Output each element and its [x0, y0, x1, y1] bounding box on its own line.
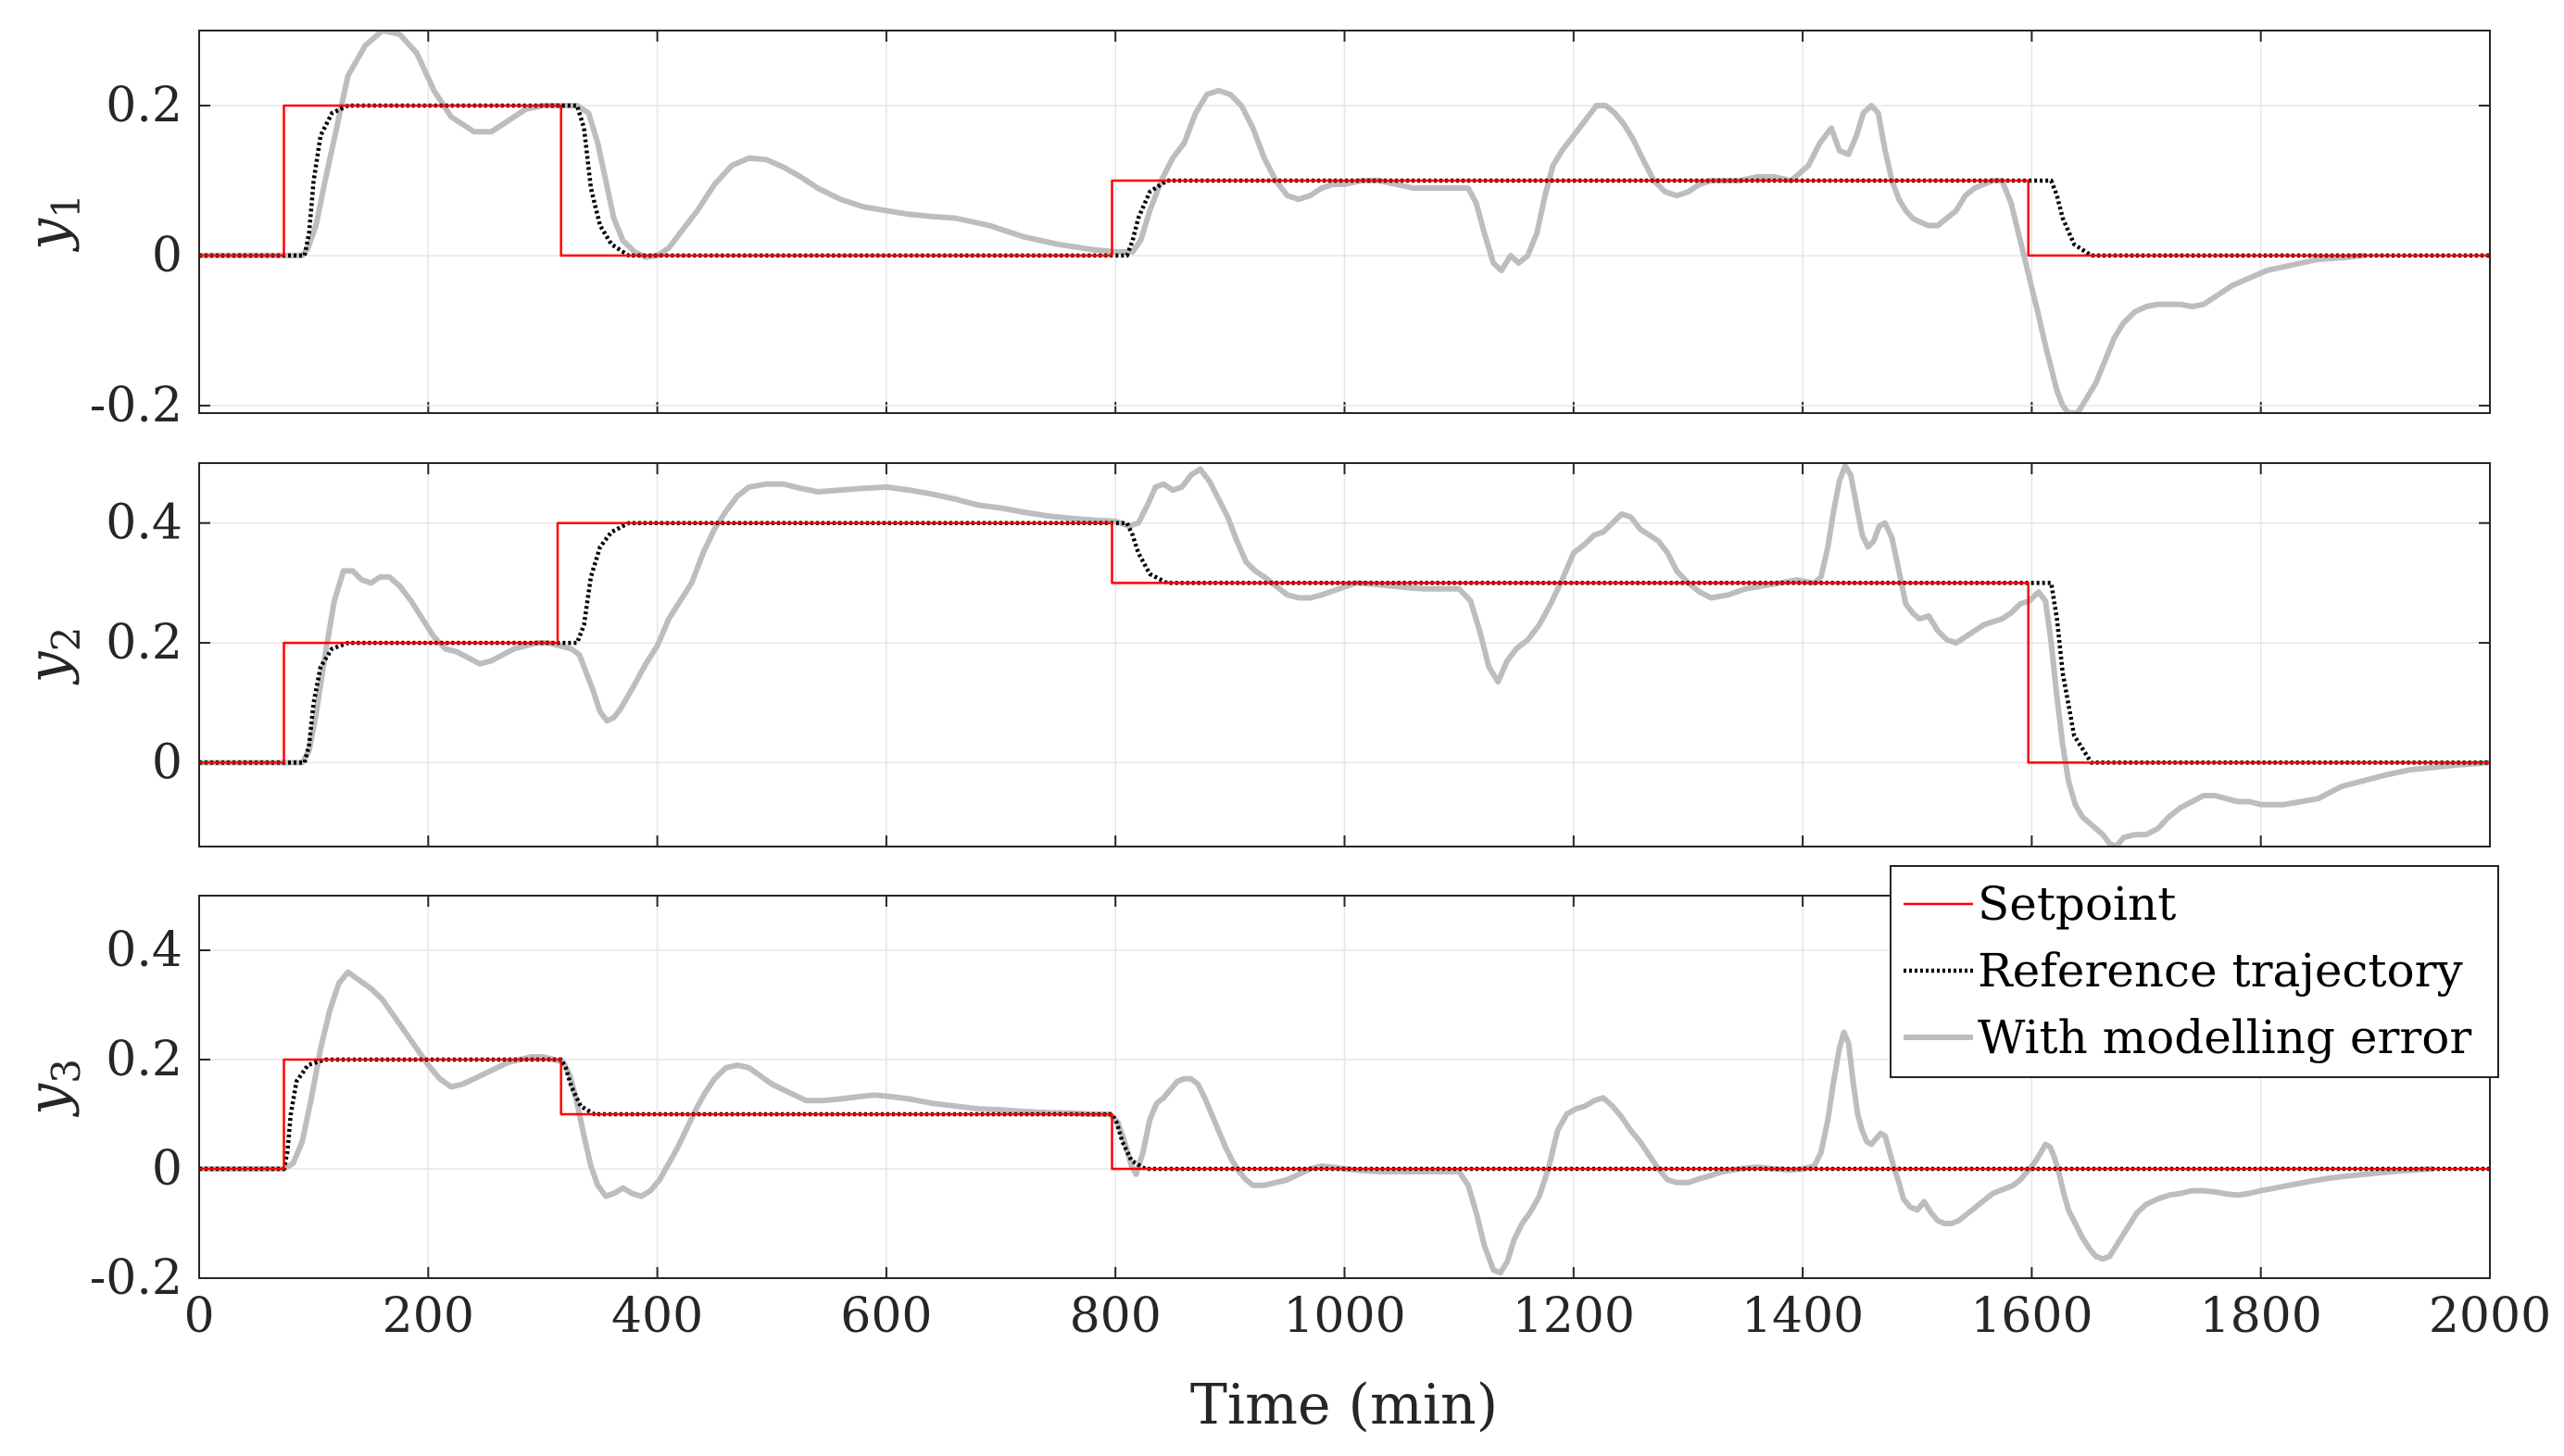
legend-label-setpoint: Setpoint: [1978, 877, 2176, 931]
y-tick-label: -0.2: [90, 1250, 182, 1306]
legend-box: [1890, 865, 2499, 1078]
legend: Setpoint Reference trajectory With model…: [1890, 865, 2499, 1078]
y-tick-label: -0.2: [90, 378, 182, 433]
x-tick-label: 600: [840, 1288, 932, 1344]
y-tick-label: 0.4: [106, 496, 182, 551]
series-reference-y1: [199, 103, 2490, 258]
x-tick-label: 800: [1070, 1288, 1162, 1344]
y-tick-label: 0: [152, 1141, 182, 1197]
subplot-y2: 0 0.2 0.4 y2: [16, 462, 2491, 847]
y-axis-title-y3: y3: [16, 1059, 89, 1118]
x-tick-label: 1800: [2200, 1288, 2322, 1344]
series-setpoint-y2: [199, 521, 2490, 764]
y-tick-label: 0.4: [106, 923, 182, 978]
y-tick-label: 0.2: [106, 1032, 182, 1087]
legend-label-reference: Reference trajectory: [1978, 944, 2464, 998]
y-tick-label: 0.2: [106, 615, 182, 671]
y-tick-label: 0.2: [106, 78, 182, 133]
axes-frame-y3: [198, 895, 2491, 1279]
series-model-error-y3: [199, 969, 2433, 1276]
x-tick-label: 2000: [2429, 1288, 2551, 1344]
subplot-y1: -0.2 0 0.2 y1: [16, 30, 2491, 433]
legend-label-model-error: With modelling error: [1978, 1010, 2471, 1064]
x-axis-title: Time (min): [1190, 1373, 1498, 1437]
x-tick-label: 1200: [1513, 1288, 1635, 1344]
x-tick-label: 400: [611, 1288, 703, 1344]
series-reference-y2: [199, 521, 2490, 765]
subplot-y3: 0 200 400 600 800 1000 1200 1400 1600 1800 2000 -0.…: [16, 895, 2551, 1344]
series-setpoint-y3: [199, 1058, 2490, 1171]
y-axis-title-y2: y2: [16, 627, 89, 686]
y-tick-label: 0: [152, 734, 182, 790]
y-tick-label: 0: [152, 228, 182, 283]
x-tick-label: 0: [183, 1288, 214, 1344]
axes-frame-y2: [198, 462, 2491, 847]
series-reference-y3: [199, 1057, 2490, 1172]
series-setpoint-y1: [199, 104, 2490, 257]
x-tick-label: 200: [383, 1288, 474, 1344]
x-tick-label: 1000: [1283, 1288, 1405, 1344]
x-tick-label: 1400: [1741, 1288, 1864, 1344]
axes-frame-y1: [198, 30, 2491, 414]
x-tick-label: 1600: [1970, 1288, 2093, 1344]
y-axis-title-y1: y1: [16, 194, 89, 253]
